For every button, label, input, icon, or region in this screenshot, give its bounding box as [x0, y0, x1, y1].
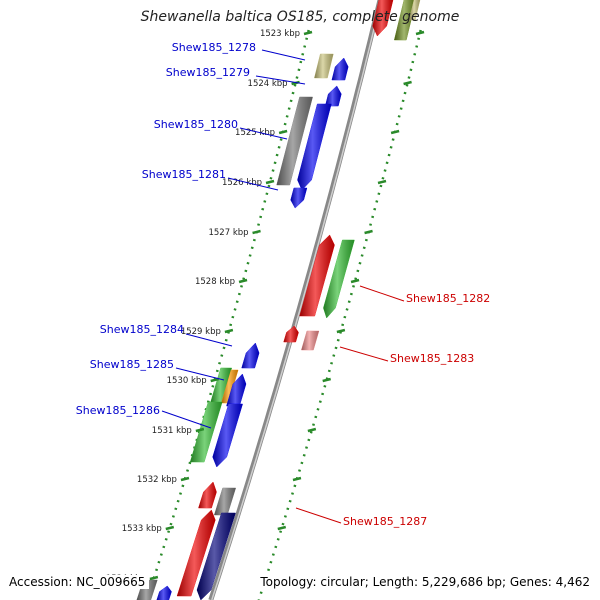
tick-label: 1526 kbp	[222, 178, 262, 188]
tick-mark-inner	[224, 328, 234, 334]
map-title: Shewanella baltica OS185, complete genom…	[140, 9, 460, 25]
tick-label: 1531 kbp	[152, 426, 192, 436]
gene-feature-shading	[290, 188, 307, 208]
tick-label: 1529 kbp	[181, 327, 221, 337]
tick-label: 1525 kbp	[235, 128, 275, 138]
tick-mark-outer	[336, 328, 346, 334]
gene-label-leader	[255, 75, 306, 85]
gene-feature-shading	[301, 331, 319, 350]
gene-feature-shading	[214, 488, 236, 515]
gene-feature-shading	[325, 86, 342, 106]
gene-features	[136, 0, 421, 600]
tick-mark-outer	[322, 377, 331, 383]
gene-feature-shading	[241, 343, 260, 368]
gene-feature-shading	[283, 326, 299, 342]
gene-label: Shew185_1278	[172, 41, 256, 54]
tick-mark-inner	[195, 427, 205, 433]
gene-feature-shading	[210, 368, 232, 402]
tick-mark-outer	[277, 525, 287, 531]
dotted-track-guides	[145, 29, 422, 600]
gene-feature-shading	[177, 510, 216, 596]
gene-feature-shading	[314, 54, 334, 78]
gene-label-leader	[175, 367, 225, 381]
tick-mark-inner	[180, 476, 190, 482]
gene-label-leader	[339, 346, 389, 362]
gene-label-leader	[239, 127, 288, 140]
tick-mark-outer	[307, 427, 317, 433]
gene-feature-shading	[297, 104, 332, 190]
gene-label-leader	[261, 49, 306, 61]
genome-backbone	[208, 0, 383, 600]
gene-feature-shading	[276, 97, 313, 185]
tick-mark-inner	[291, 80, 300, 86]
tick-mark-outer	[377, 179, 387, 185]
inner-dotted-guide	[145, 29, 310, 600]
gene-feature-shading	[299, 235, 335, 316]
gene-label-leader	[185, 333, 233, 347]
tick-mark-inner	[265, 179, 275, 185]
tick-label: 1530 kbp	[167, 376, 207, 386]
gene-feature-shading	[323, 240, 355, 318]
gene-label: Shew185_1283	[390, 352, 474, 365]
outer-dotted-guide	[257, 29, 422, 600]
gene-feature-shading	[372, 0, 393, 36]
gene-label-leader	[359, 285, 405, 302]
gene-label-leader	[161, 410, 212, 429]
gene-feature-shading	[212, 404, 243, 467]
tick-label: 1528 kbp	[195, 277, 235, 287]
gene-feature-shading	[190, 402, 223, 462]
gene-label: Shew185_1287	[343, 515, 427, 528]
gene-feature-shading	[394, 0, 416, 40]
tick-mark-outer	[350, 278, 360, 284]
tick-mark-outer	[403, 80, 412, 86]
tick-marks: 1523 kbp 1524 kbp 1525 kbp 1526 kbp 1527 kbp…	[106, 29, 425, 584]
gene-label: Shew185_1286	[76, 404, 160, 417]
gene-label: Shew185_1284	[100, 323, 184, 336]
tick-label: 1523 kbp	[260, 29, 300, 39]
tick-mark-inner	[252, 229, 261, 235]
summary-text: Topology: circular; Length: 5,229,686 bp…	[256, 575, 590, 589]
tick-mark-outer	[415, 30, 425, 36]
tick-mark-inner	[303, 30, 313, 36]
gene-feature-shading	[197, 513, 236, 600]
gene-feature-shading	[221, 370, 239, 403]
gene-label: Shew185_1285	[90, 358, 174, 371]
gene-label: Shew185_1280	[154, 118, 238, 131]
gene-label: Shew185_1279	[166, 66, 250, 79]
tick-mark-outer	[364, 229, 373, 235]
gene-label-leader	[295, 507, 342, 524]
gene-label-leader	[227, 177, 279, 191]
gene-feature-shading	[198, 482, 217, 508]
backbone-highlight	[211, 0, 382, 600]
tick-label: 1533 kbp	[122, 524, 162, 534]
gene-feature-shading	[226, 374, 246, 406]
gene-feature-shading	[331, 58, 349, 80]
tick-mark-inner	[149, 575, 159, 581]
tick-mark-outer	[292, 476, 302, 482]
tick-mark-outer	[390, 129, 400, 135]
tick-label: 1524 kbp	[248, 79, 288, 89]
gene-feature-shading	[409, 0, 420, 20]
tick-label: 1532 kbp	[137, 475, 177, 485]
backbone-line	[208, 0, 383, 600]
accession-text: Accession: NC_009665	[9, 575, 150, 589]
tick-mark-inner	[238, 278, 248, 284]
tick-label: 1527 kbp	[208, 228, 248, 238]
tick-mark-inner	[278, 129, 288, 135]
tick-mark-inner	[210, 377, 219, 383]
gene-labels: Shew185_1278 Shew185_1279 Shew185_1280 Shew…	[76, 41, 490, 528]
tick-mark-inner	[165, 525, 175, 531]
gene-label: Shew185_1281	[142, 168, 226, 181]
gene-feature-shading	[156, 586, 172, 600]
gene-label: Shew185_1282	[406, 292, 490, 305]
